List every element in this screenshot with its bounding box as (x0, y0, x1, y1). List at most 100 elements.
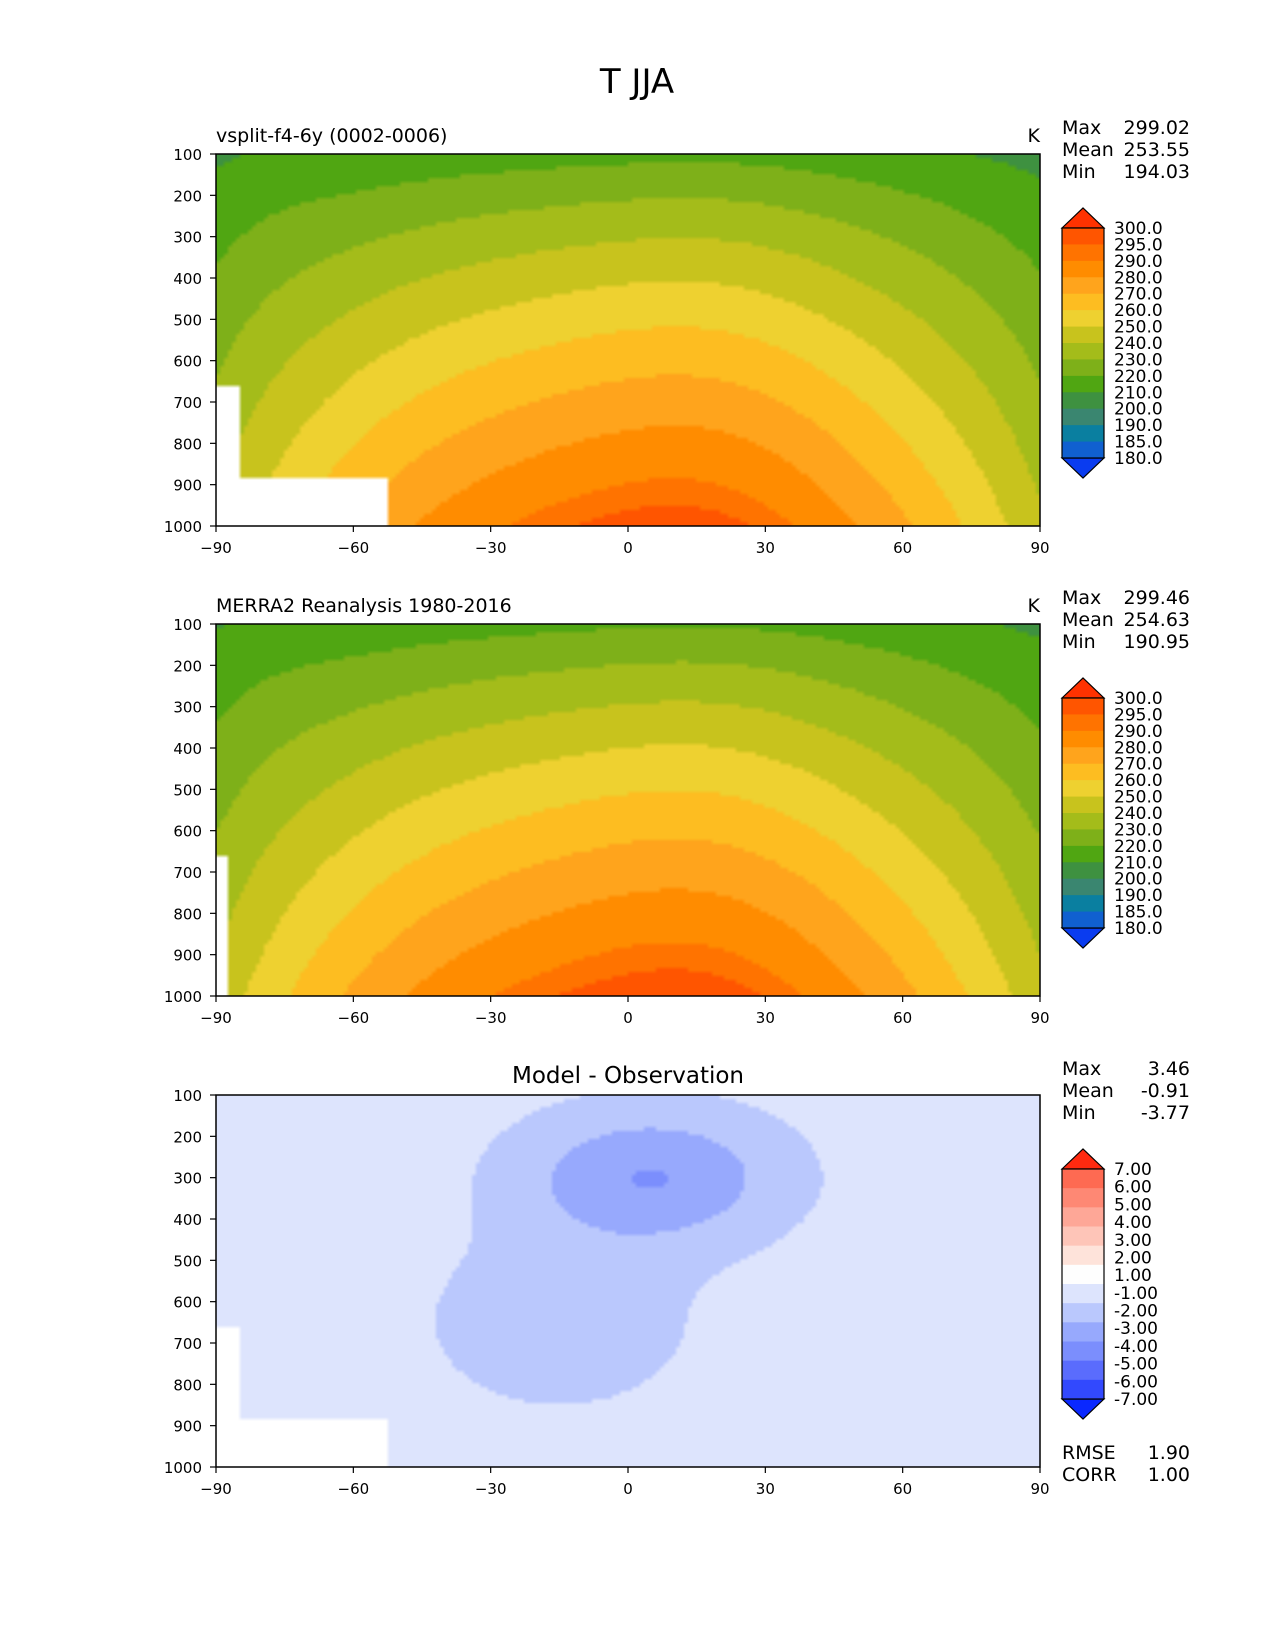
colorbar-band (1062, 1226, 1104, 1247)
colorbar-band (1062, 829, 1104, 847)
colorbar-label: -6.00 (1114, 1372, 1158, 1392)
colorbar-band (1062, 326, 1104, 344)
stat-value: 299.02 (1124, 117, 1190, 139)
colorbar-band (1062, 310, 1104, 328)
stat-value: 194.03 (1124, 161, 1190, 183)
stat-label: Mean (1062, 609, 1114, 631)
y-tick-label: 400 (173, 270, 202, 288)
colorbar-band (1062, 277, 1104, 295)
y-tick-label: 100 (173, 146, 202, 164)
y-tick-label: 200 (173, 187, 202, 205)
y-tick-label: 900 (173, 947, 202, 965)
colorbar-band (1062, 343, 1104, 360)
colorbar-label: 4.00 (1114, 1213, 1152, 1233)
colorbar-label: 270.0 (1114, 285, 1163, 305)
y-tick-label: 300 (173, 1170, 202, 1188)
colorbar-band (1062, 408, 1104, 426)
colorbar-label: 290.0 (1114, 252, 1163, 272)
colorbar-band (1062, 441, 1104, 459)
colorbar-label: -3.00 (1114, 1319, 1158, 1339)
colorbar-extend-low (1060, 1398, 1106, 1420)
colorbar-frame (1061, 227, 1105, 459)
panel-title: Model - Observation (512, 1063, 744, 1089)
colorbar-label: -4.00 (1114, 1337, 1158, 1357)
colorbar-label: 6.00 (1114, 1178, 1152, 1198)
y-tick-label: 1000 (164, 518, 202, 536)
colorbar-label: 230.0 (1114, 820, 1163, 840)
colorbar-label: 210.0 (1114, 383, 1163, 403)
field-contour-fill (216, 624, 1040, 996)
colorbar-label: 210.0 (1114, 853, 1163, 873)
stat-value: 1.00 (1148, 1464, 1190, 1486)
colorbar-band (1062, 730, 1104, 748)
colorbar-band (1062, 1341, 1104, 1362)
colorbar-band (1062, 1284, 1104, 1304)
y-tick-label: 700 (173, 394, 202, 412)
colorbar-band (1062, 714, 1104, 732)
colorbar-band (1062, 1379, 1104, 1400)
stat-label: Mean (1062, 139, 1114, 161)
y-tick-label: 500 (173, 311, 202, 329)
colorbar-band (1062, 796, 1104, 814)
colorbar-band (1062, 375, 1104, 393)
stat-value: -0.91 (1141, 1080, 1190, 1102)
colorbar-label: -1.00 (1114, 1284, 1158, 1304)
x-tick-label: −90 (200, 539, 232, 557)
colorbar-label: 200.0 (1114, 870, 1163, 890)
y-tick-label: 1000 (164, 988, 202, 1006)
colorbar-label: 270.0 (1114, 755, 1163, 775)
colorbar-label: 260.0 (1114, 771, 1163, 791)
x-tick-label: 0 (623, 1009, 633, 1027)
y-tick-label: 800 (173, 1376, 202, 1394)
colorbar-label: 220.0 (1114, 837, 1163, 857)
colorbar-extend-low (1060, 927, 1106, 949)
y-tick-label: 300 (173, 229, 202, 247)
colorbar-label: 180.0 (1114, 919, 1163, 939)
colorbar-band (1062, 1360, 1104, 1381)
colorbar-band (1062, 911, 1104, 929)
colorbar-band (1062, 1322, 1104, 1342)
y-tick-label: 600 (173, 1294, 202, 1312)
y-tick-label: 600 (173, 353, 202, 371)
colorbar-band (1062, 763, 1104, 781)
field-contour-fill (216, 1095, 1040, 1467)
colorbar-band (1062, 845, 1104, 863)
colorbar-label: 260.0 (1114, 301, 1163, 321)
stat-label: Max (1062, 117, 1101, 139)
colorbar-label: 290.0 (1114, 722, 1163, 742)
colorbar-label: 1.00 (1114, 1266, 1152, 1286)
figure-title: T JJA (599, 62, 674, 102)
panel-title: vsplit-f4-6y (0002-0006) (216, 125, 447, 147)
stat-value: 299.46 (1124, 587, 1190, 609)
colorbar-label: 280.0 (1114, 738, 1163, 758)
colorbar-label: -5.00 (1114, 1355, 1158, 1375)
x-tick-label: −30 (475, 539, 507, 557)
stat-label: Max (1062, 1058, 1101, 1080)
y-tick-label: 900 (173, 1418, 202, 1436)
x-tick-label: 90 (1030, 1009, 1049, 1027)
colorbar-label: 185.0 (1114, 433, 1163, 453)
y-tick-label: 800 (173, 435, 202, 453)
colorbar-label: 250.0 (1114, 788, 1163, 808)
colorbar-label: 300.0 (1114, 689, 1163, 709)
colorbar-label: 280.0 (1114, 268, 1163, 288)
x-tick-label: 0 (623, 1480, 633, 1498)
colorbar-band (1062, 878, 1104, 896)
colorbar-label: 3.00 (1114, 1231, 1152, 1251)
colorbar-label: 185.0 (1114, 903, 1163, 923)
stat-value: 254.63 (1124, 609, 1190, 631)
y-tick-label: 100 (173, 616, 202, 634)
units-label: K (1028, 125, 1041, 147)
stat-label: Min (1062, 1102, 1096, 1124)
colorbar-extend-high (1060, 677, 1106, 699)
x-tick-label: 60 (893, 1480, 912, 1498)
stat-value: 1.90 (1148, 1442, 1190, 1464)
y-tick-label: 900 (173, 477, 202, 495)
colorbar-frame (1061, 1168, 1105, 1400)
colorbar-band (1062, 1264, 1104, 1285)
y-tick-label: 400 (173, 1211, 202, 1229)
x-tick-label: 60 (893, 1009, 912, 1027)
stat-label: RMSE (1062, 1442, 1116, 1464)
units-label: K (1028, 595, 1041, 617)
